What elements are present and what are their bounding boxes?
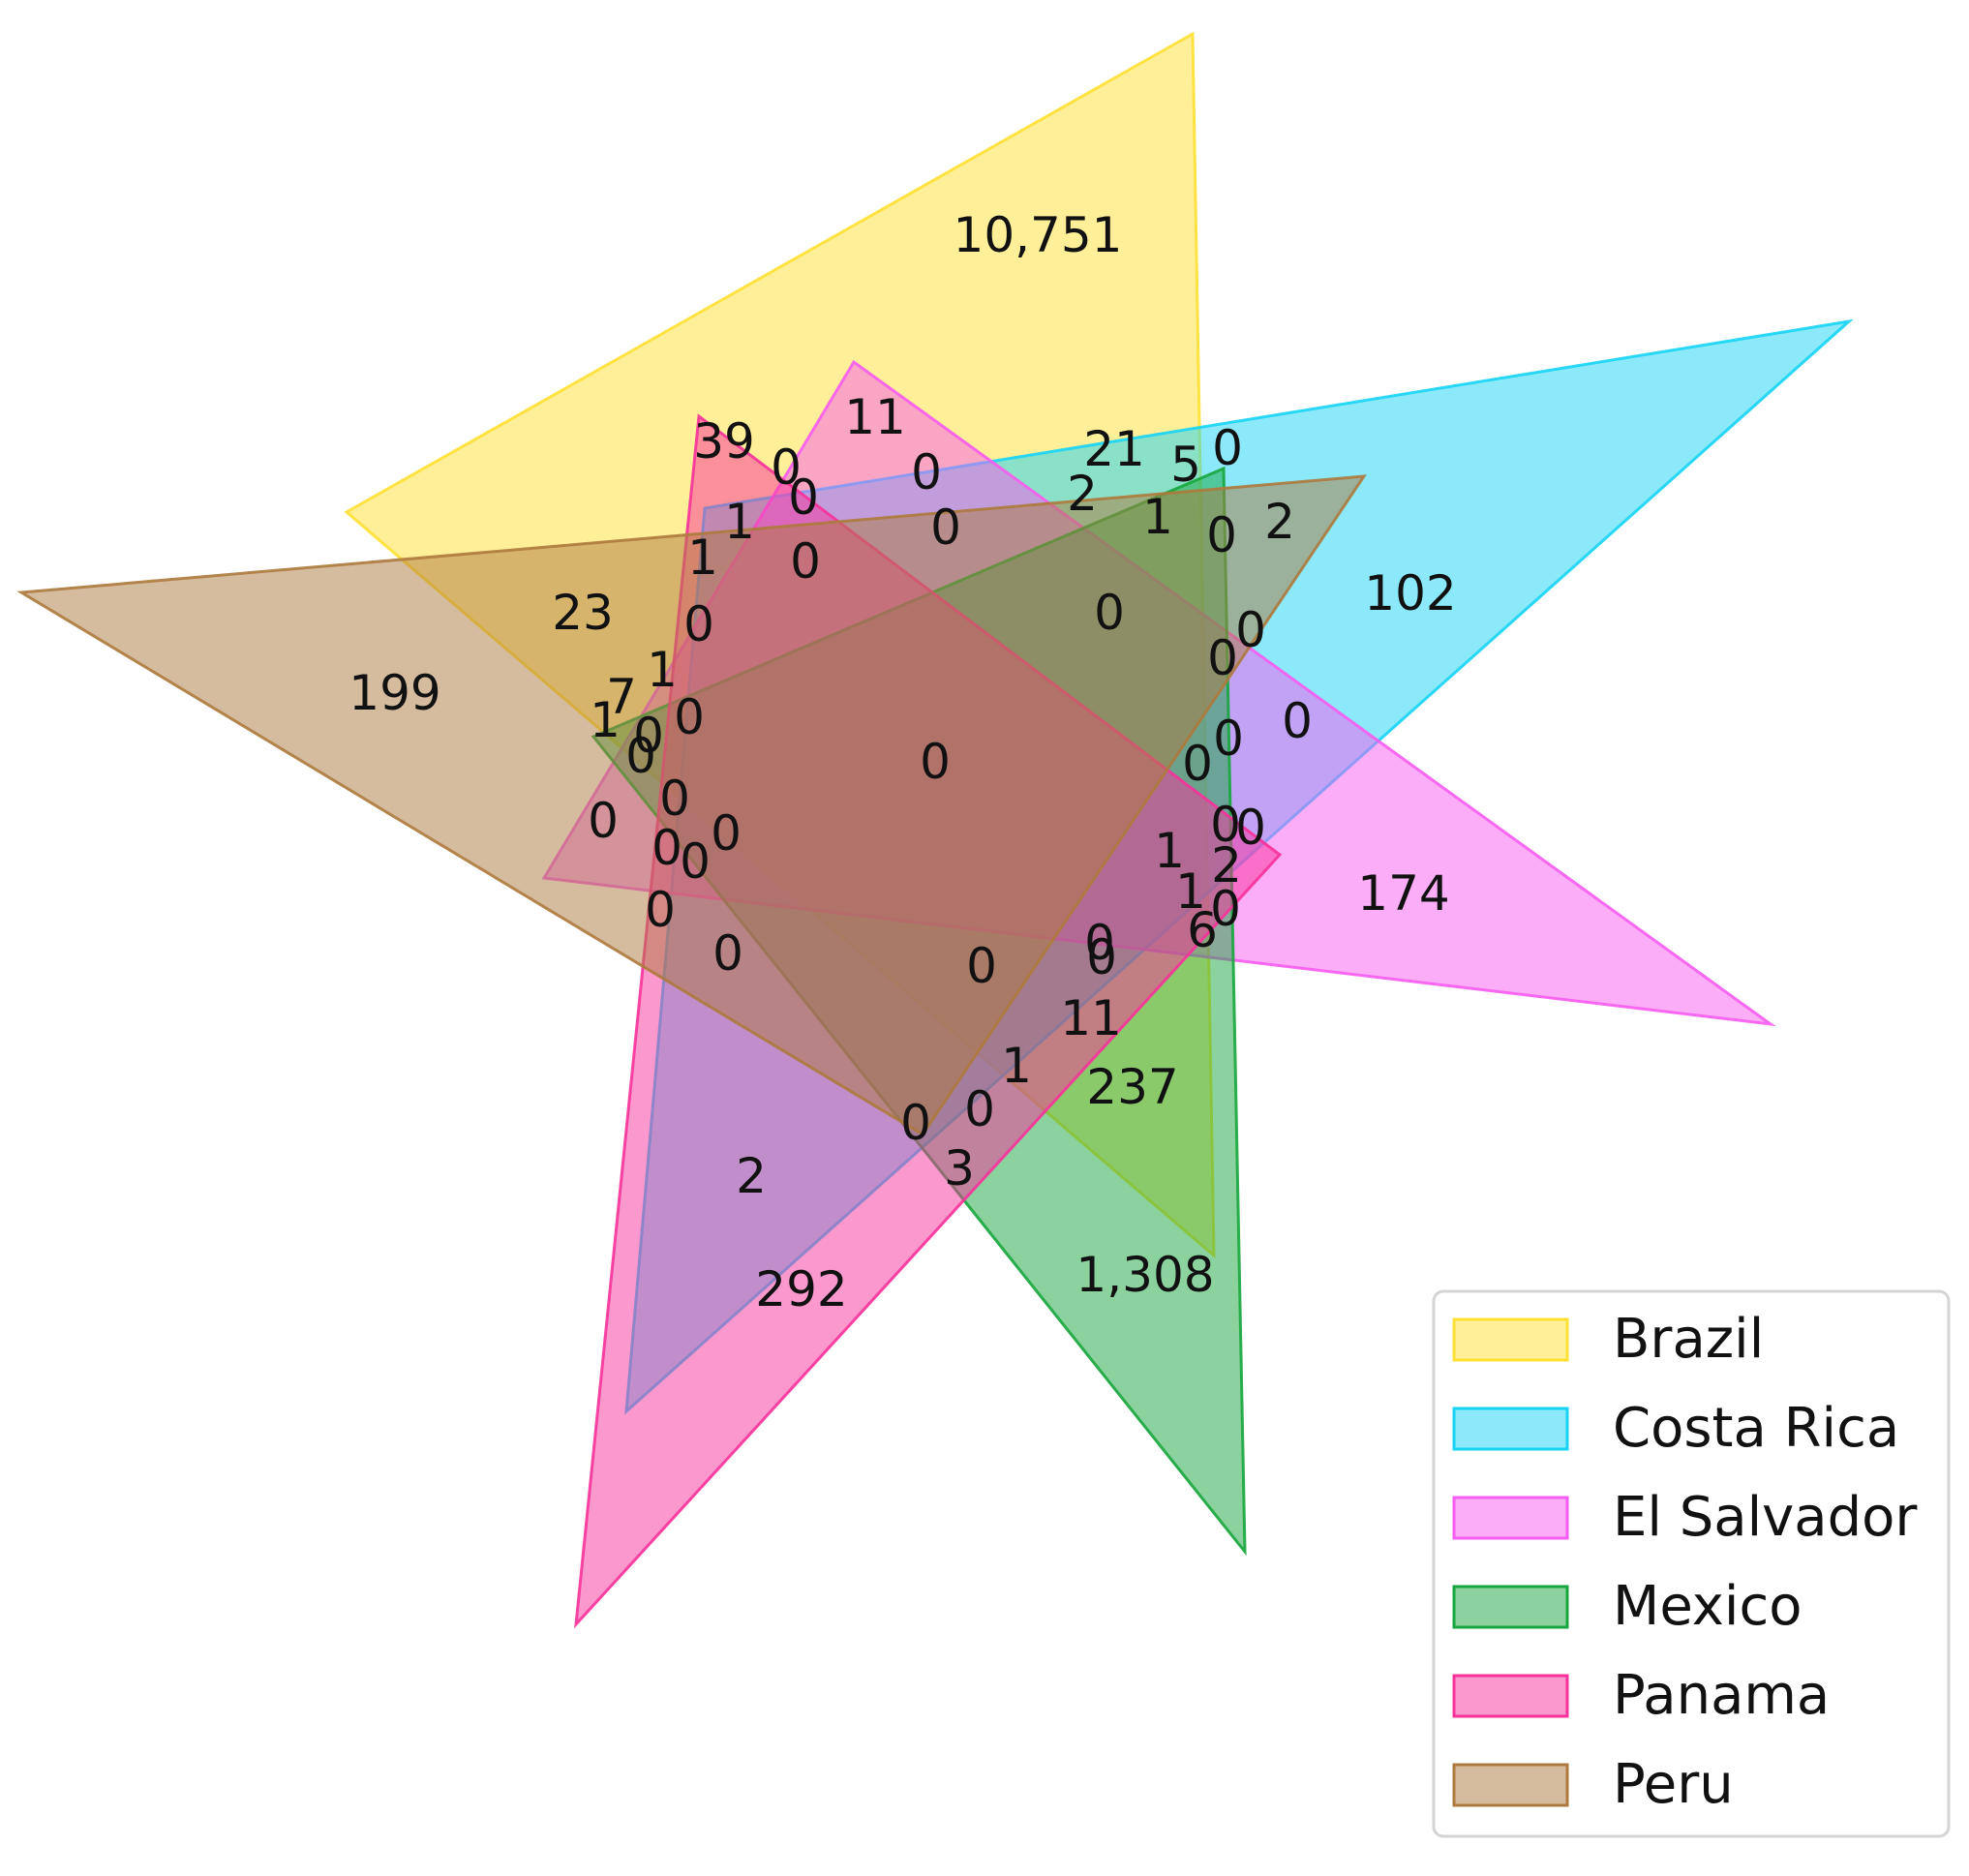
region-count: 1 — [687, 530, 718, 586]
region-count: 0 — [1212, 420, 1243, 476]
venn-shapes — [16, 31, 1854, 1629]
legend-swatch-costa-rica — [1452, 1407, 1569, 1451]
region-count: 0 — [1235, 800, 1266, 856]
region-count: 102 — [1364, 565, 1456, 621]
legend-swatch-panama — [1452, 1674, 1569, 1718]
peru-triangle — [16, 474, 1367, 1137]
region-count: 11 — [1060, 990, 1122, 1046]
region-count: 1 — [1001, 1038, 1032, 1094]
region-count: 0 — [1235, 602, 1266, 658]
region-count: 0 — [788, 469, 819, 526]
region-count: 0 — [1182, 736, 1213, 792]
region-count: 0 — [920, 734, 951, 790]
region-count: 1 — [1154, 823, 1185, 879]
region-count: 0 — [930, 499, 961, 556]
region-count: 0 — [625, 728, 656, 784]
region-count: 0 — [633, 708, 664, 764]
region-count: 0 — [1213, 711, 1244, 767]
region-count: 0 — [900, 1095, 931, 1151]
region-count: 11 — [844, 389, 906, 445]
legend-swatch-peru — [1452, 1763, 1569, 1807]
region-count: 2 — [1067, 466, 1098, 522]
region-count: 0 — [659, 771, 690, 827]
region-count: 1 — [1142, 489, 1173, 545]
region-count: 1 — [647, 642, 678, 698]
region-count: 5 — [1170, 437, 1201, 493]
region-count: 0 — [588, 793, 619, 849]
region-count: 2 — [1264, 494, 1295, 550]
region-count: 0 — [966, 938, 997, 994]
region-count: 0 — [790, 533, 821, 590]
region-count: 1,308 — [1075, 1247, 1214, 1303]
legend-swatch-brazil — [1452, 1317, 1569, 1362]
region-count: 292 — [755, 1261, 847, 1317]
region-count: 0 — [1086, 929, 1117, 985]
region-count: 174 — [1357, 865, 1449, 922]
region-count: 0 — [1210, 797, 1241, 853]
region-count: 39 — [693, 413, 755, 469]
region-count: 10,751 — [954, 207, 1123, 263]
legend-label-costa-rica: Costa Rica — [1613, 1397, 1899, 1460]
region-count: 0 — [1210, 881, 1241, 937]
legend-label-peru: Peru — [1613, 1753, 1734, 1816]
region-count: 0 — [771, 439, 802, 496]
region-count: 1 — [724, 494, 755, 550]
region-count: 0 — [651, 820, 682, 876]
region-count: 7 — [606, 669, 637, 725]
region-count: 0 — [645, 882, 676, 938]
region-count: 0 — [911, 444, 942, 500]
region-count: 21 — [1083, 421, 1145, 477]
region-count: 0 — [1094, 585, 1125, 641]
region-count: 0 — [964, 1081, 995, 1137]
region-count: 3 — [944, 1140, 975, 1196]
legend: Brazil Costa Rica El Salvador Mexico Pan… — [1432, 1289, 1951, 1838]
region-count: 0 — [712, 925, 743, 982]
region-count: 199 — [348, 665, 440, 721]
region-count: 0 — [683, 596, 714, 652]
region-count: 0 — [1282, 693, 1313, 749]
region-count: 1 — [590, 692, 621, 748]
region-count: 0 — [1206, 507, 1237, 563]
legend-swatch-el-salvador — [1452, 1496, 1569, 1540]
region-count: 0 — [1207, 630, 1238, 686]
region-count: 2 — [736, 1148, 767, 1204]
legend-label-brazil: Brazil — [1613, 1308, 1764, 1371]
legend-label-mexico: Mexico — [1613, 1575, 1802, 1638]
region-count: 0 — [711, 805, 742, 862]
legend-label-panama: Panama — [1613, 1664, 1830, 1727]
region-count: 23 — [552, 585, 614, 641]
region-count: 2 — [1211, 837, 1242, 893]
legend-label-el-salvador: El Salvador — [1613, 1486, 1918, 1549]
region-count: 1 — [1175, 863, 1206, 920]
region-count: 0 — [680, 833, 711, 890]
region-count: 0 — [674, 689, 705, 745]
region-count: 237 — [1086, 1059, 1178, 1115]
region-counts: 10,751 102 174 1,308 292 199 11 39 21 5 … — [348, 207, 1456, 1317]
region-count: 0 — [1084, 915, 1115, 971]
region-count: 6 — [1187, 902, 1218, 958]
legend-swatch-mexico — [1452, 1585, 1569, 1629]
